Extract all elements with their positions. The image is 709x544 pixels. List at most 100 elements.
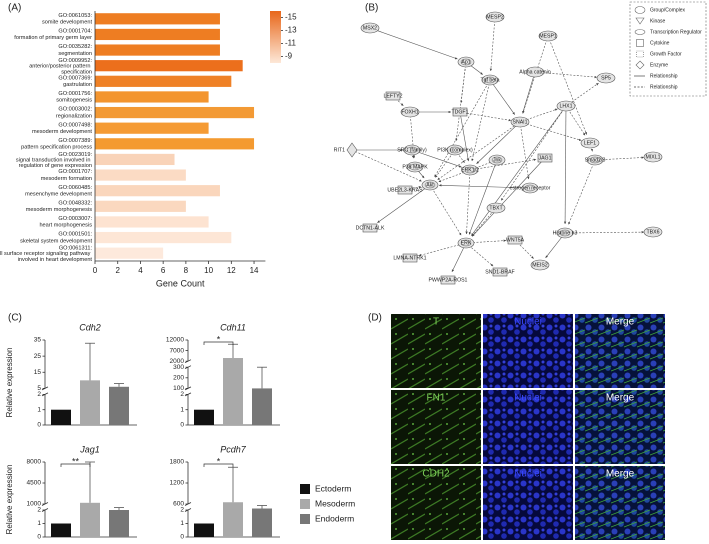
network-node (421, 179, 439, 191)
axis-break (184, 365, 192, 370)
panel-label: (B) (365, 3, 378, 14)
network-node-label: SNAI1 (513, 120, 528, 126)
bar (95, 153, 175, 166)
network-edge (547, 35, 587, 135)
network-edge (369, 27, 458, 60)
y-tick-label: 0 (180, 534, 184, 541)
y-tick-label: 300 (173, 364, 184, 371)
micrograph-label: Merge (606, 317, 635, 328)
y-tick-label: 25 (34, 353, 42, 360)
category-label: segmentation (58, 51, 92, 57)
network-node-label: UBE2L3-KRAS (387, 188, 423, 194)
network-node-label: ERK (461, 241, 472, 247)
legend-swatch (300, 514, 310, 524)
y-tick-label: 0 (180, 422, 184, 429)
network-node (486, 202, 506, 214)
network-node-label: Tgf beta (480, 78, 499, 84)
network-edge (459, 111, 512, 122)
micrograph-label: Nuclei (514, 469, 542, 480)
bar (95, 28, 220, 41)
network-node-label: LMNA-NTRK1 (393, 256, 426, 262)
network-node (596, 72, 616, 84)
network-node-label: SND1-BRAF (485, 270, 514, 276)
network-node-ring (424, 181, 436, 189)
category-id: GO:0003007: (58, 216, 92, 222)
y-tick-label: 2 (180, 507, 184, 514)
y-tick-label: 8000 (27, 459, 42, 466)
micrograph (575, 466, 665, 540)
significance-bracket (60, 463, 91, 467)
network-node-label: LEFTY2 (383, 94, 402, 100)
network-node (643, 151, 663, 163)
bar (51, 523, 71, 537)
category-id: GO:0007498: (58, 122, 92, 128)
network-edge (500, 105, 567, 201)
category-label: heart morphogenesis (39, 223, 92, 229)
network-edge (522, 71, 536, 114)
bar (95, 200, 186, 212)
chart-title: Cdh2 (79, 322, 101, 332)
network-node-label: ERK1/2 (461, 168, 479, 174)
x-tick-label: 0 (93, 266, 98, 275)
category-label: somite development (42, 20, 93, 26)
category-label-line: cell surface receptor signaling pathway (0, 252, 92, 258)
network-node-ring (460, 239, 472, 247)
micrograph-label: CDH2 (422, 469, 450, 480)
legend-icon (634, 6, 646, 14)
network-edge (469, 158, 537, 171)
bar (95, 169, 186, 181)
network-node-label: TDGF1 (451, 110, 468, 116)
micrograph (575, 390, 665, 464)
network-node-label: TBX6 (647, 230, 660, 236)
network-legend-label: Growth Factor (650, 51, 682, 57)
network-edge (434, 79, 491, 178)
y-tick-label: 600 (173, 501, 184, 508)
network-node (440, 275, 456, 285)
x-tick-label: 14 (250, 266, 259, 275)
network-node-ring (589, 156, 601, 164)
network-node-ring (484, 76, 496, 84)
bar (252, 508, 272, 537)
network-edge (459, 111, 470, 162)
micrograph-label: T (433, 317, 439, 328)
network-edge (568, 159, 596, 225)
y-axis-label: Relative expression (5, 348, 14, 418)
category-id: GO:0023019: (58, 152, 92, 158)
network-edge (471, 207, 497, 237)
micrograph-label: Nuclei (514, 317, 542, 328)
legend-icon (635, 60, 645, 70)
network-legend-label: Relationship (650, 73, 678, 79)
y-tick-label: 1 (180, 406, 184, 413)
network-node (556, 100, 576, 112)
network-node (525, 66, 545, 78)
y-tick-label: 2 (37, 391, 41, 398)
legend-swatch (300, 499, 310, 509)
bar (252, 388, 272, 425)
legend-icon (636, 39, 644, 47)
network-edge (489, 16, 496, 72)
micrograph (575, 314, 665, 388)
category-label-line: anterior/posterior pattern (29, 64, 92, 70)
colorbar-tick-label: -13 (285, 26, 297, 35)
y-tick-label: 0 (37, 534, 41, 541)
y-tick-label: 1200 (170, 480, 185, 487)
category-id: GO:0001704: (58, 29, 92, 35)
y-tick-label: 2000 (170, 358, 185, 365)
axis-break (41, 508, 49, 512)
network-node-label: JAG1 (539, 156, 552, 162)
network-node-label: SRC (family) (397, 148, 427, 154)
bar (95, 216, 209, 228)
colorbar (270, 11, 281, 63)
network-node-label: WNT5A (506, 238, 525, 244)
x-tick-label: 6 (161, 266, 166, 275)
network-edge (429, 184, 462, 236)
category-label-line: involved in heart development (18, 257, 93, 263)
network-node-label: Alpha catenin (519, 70, 551, 76)
y-tick-label: 0 (37, 422, 41, 429)
network-legend-label: Cytokine (650, 40, 670, 46)
network-node-label: P38 MAPK (402, 165, 428, 171)
y-tick-label: 12000 (166, 337, 184, 344)
y-tick-label: 1 (37, 520, 41, 527)
network-node (556, 227, 574, 239)
